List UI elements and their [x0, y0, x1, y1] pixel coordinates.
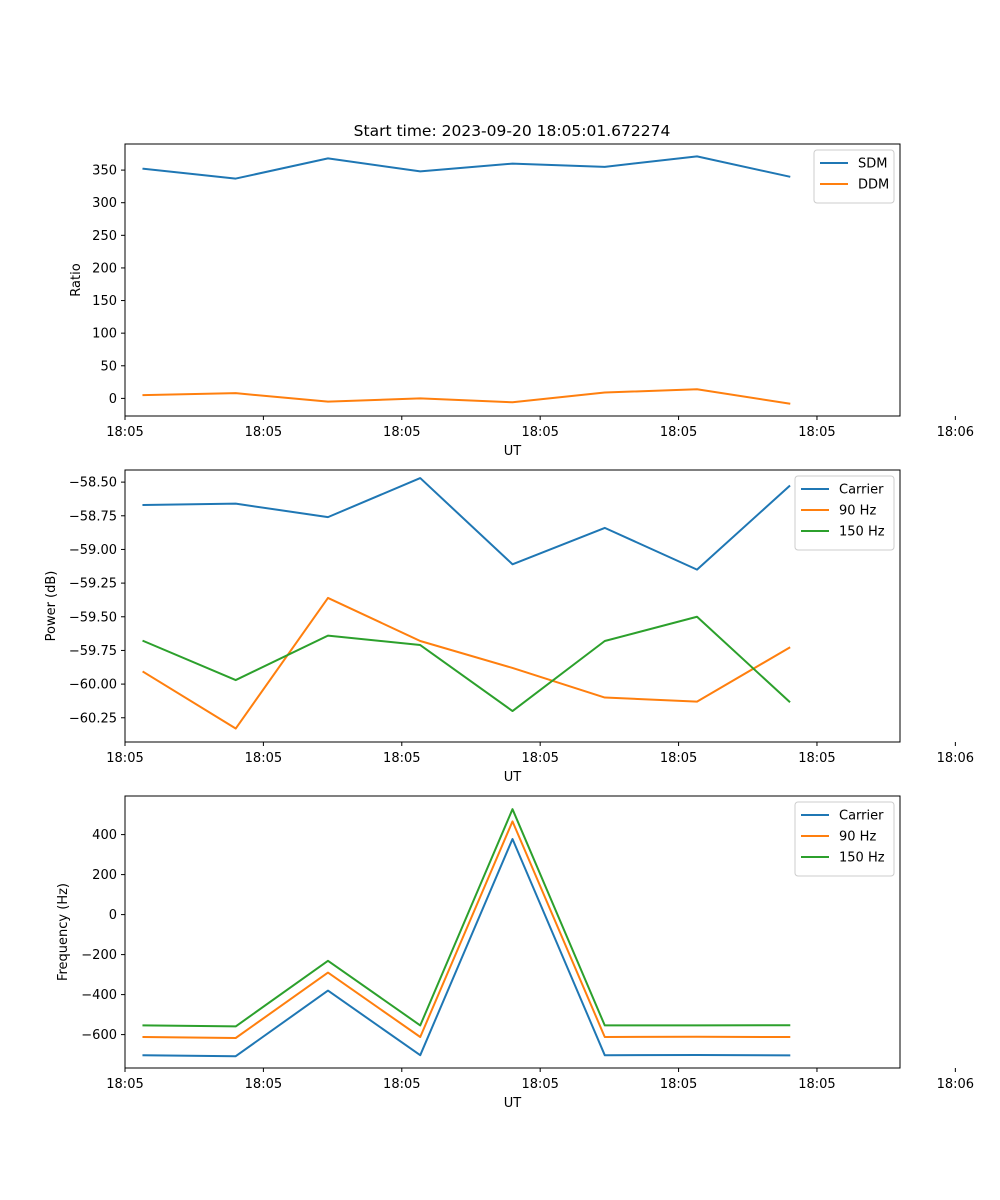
frequency-legend-label-150-hz: 150 Hz [839, 851, 885, 866]
ratio-x-tick-label: 18:06 [937, 425, 974, 440]
frequency-series-line-carrier [142, 838, 791, 1058]
ratio-legend-label-ddm: DDM [858, 178, 889, 193]
power-x-tick-label: 18:05 [521, 751, 558, 766]
power-x-tick-label: 18:05 [383, 751, 420, 766]
chart-title: Start time: 2023-09-20 18:05:01.672274 [354, 122, 671, 140]
panel-frequency: 18:05 18:05 18:05 18:05 18:05 18:05 18:06 −600 −… [56, 795, 974, 1111]
power-x-tick-label: 18:05 [660, 751, 697, 766]
power-y-tick-label: −58.75 [69, 509, 117, 524]
power-series-line-90-hz [142, 596, 791, 730]
frequency-x-tick-label: 18:05 [521, 1077, 558, 1092]
ratio-legend: SDM DDM [813, 149, 895, 204]
power-x-tick-label: 18:05 [798, 751, 835, 766]
ratio-y-tick-label: 100 [92, 327, 117, 342]
power-legend-label-150-hz: 150 Hz [839, 525, 885, 540]
power-y-axis-label: Power (dB) [44, 571, 59, 642]
ratio-y-tick-label: 350 [92, 164, 117, 179]
power-y-tick-label: −59.50 [69, 610, 117, 625]
frequency-axes-frame [124, 795, 901, 1069]
ratio-legend-label-sdm: SDM [858, 157, 887, 172]
ratio-x-tick-label: 18:05 [383, 425, 420, 440]
power-x-tick-label: 18:05 [245, 751, 282, 766]
ratio-y-tick-label: 250 [92, 229, 117, 244]
ratio-y-axis-label: Ratio [69, 263, 84, 296]
ratio-y-tick-label: 300 [92, 196, 117, 211]
frequency-y-tick-label: 200 [92, 868, 117, 883]
power-legend-label-carrier: Carrier [839, 483, 884, 498]
frequency-y-tick-label: −200 [81, 948, 117, 963]
frequency-x-tick-label: 18:05 [798, 1077, 835, 1092]
ratio-y-tick-label: 200 [92, 261, 117, 276]
frequency-series-line-90-hz [142, 820, 791, 1039]
frequency-y-axis-label: Frequency (Hz) [56, 883, 71, 981]
frequency-series-line-150-hz [142, 808, 791, 1028]
frequency-y-tick-label: 400 [92, 828, 117, 843]
frequency-legend-label-90-hz: 90 Hz [839, 830, 876, 845]
frequency-x-tick-label: 18:05 [660, 1077, 697, 1092]
frequency-legend: Carrier 90 Hz 150 Hz [794, 801, 895, 877]
ratio-y-tick-label: 50 [100, 359, 117, 374]
frequency-y-tick-label: −600 [81, 1028, 117, 1043]
frequency-x-tick-label: 18:06 [937, 1077, 974, 1092]
ratio-y-tick-label: 0 [109, 392, 117, 407]
ratio-x-axis-label: UT [504, 444, 522, 459]
frequency-y-tick-label: −400 [81, 988, 117, 1003]
ratio-x-tick-label: 18:05 [245, 425, 282, 440]
power-series-line-carrier [142, 477, 791, 571]
ratio-y-tick-label: 150 [92, 294, 117, 309]
ratio-x-tick-label: 18:05 [798, 425, 835, 440]
power-y-tick-label: −60.00 [69, 678, 117, 693]
ratio-x-tick-label: 18:05 [660, 425, 697, 440]
frequency-y-tick-label: 0 [109, 908, 117, 923]
power-y-tick-label: −58.50 [69, 476, 117, 491]
power-series-line-150-hz [142, 615, 791, 713]
power-x-tick-label: 18:06 [937, 751, 974, 766]
power-y-tick-label: −59.75 [69, 644, 117, 659]
ratio-series-line-ddm [142, 388, 791, 405]
power-y-tick-label: −59.25 [69, 577, 117, 592]
power-y-tick-label: −60.25 [69, 711, 117, 726]
frequency-legend-label-carrier: Carrier [839, 809, 884, 824]
panel-ratio: 18:05 18:05 18:05 18:05 18:05 18:05 18:06 0 50 10… [69, 143, 974, 459]
power-axes-frame [124, 469, 901, 743]
ratio-axes-frame [124, 143, 901, 417]
power-x-tick-label: 18:05 [106, 751, 143, 766]
frequency-x-tick-label: 18:05 [106, 1077, 143, 1092]
power-x-axis-label: UT [504, 770, 522, 785]
ratio-x-tick-label: 18:05 [521, 425, 558, 440]
frequency-x-axis-label: UT [504, 1096, 522, 1111]
panel-power: 18:05 18:05 18:05 18:05 18:05 18:05 18:06 −60.2… [44, 469, 974, 785]
power-legend-label-90-hz: 90 Hz [839, 504, 876, 519]
power-legend: Carrier 90 Hz 150 Hz [794, 475, 895, 551]
power-y-tick-label: −59.00 [69, 543, 117, 558]
ratio-x-tick-label: 18:05 [106, 425, 143, 440]
frequency-x-tick-label: 18:05 [245, 1077, 282, 1092]
ratio-series-line-sdm [142, 155, 791, 180]
frequency-x-tick-label: 18:05 [383, 1077, 420, 1092]
